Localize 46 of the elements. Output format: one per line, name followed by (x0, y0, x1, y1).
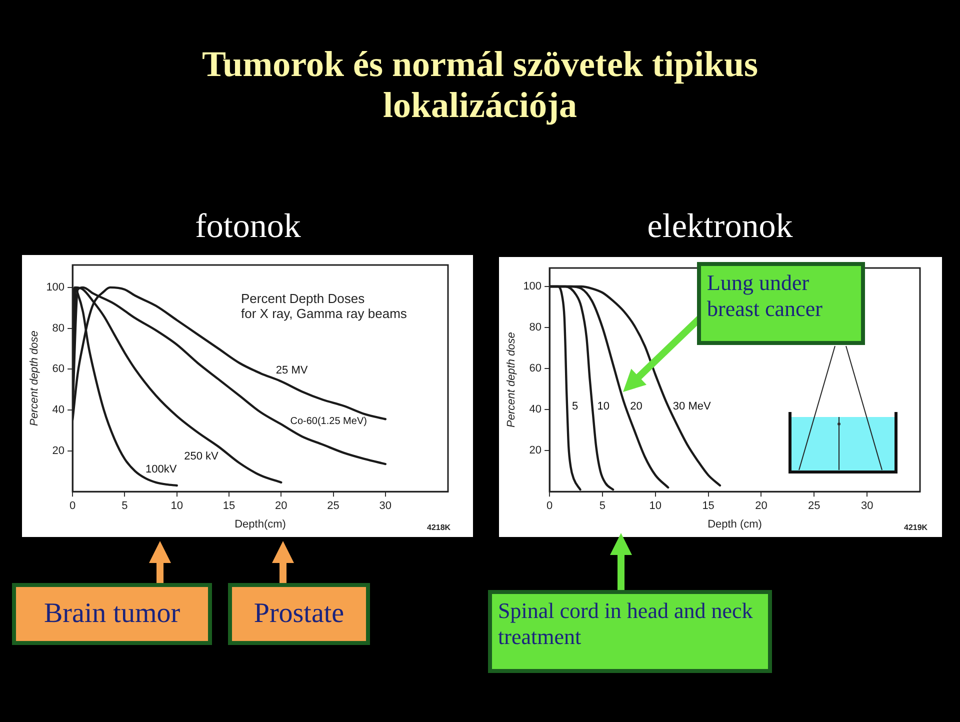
y-tick-label: 20 (52, 444, 65, 457)
x-tick-label: 20 (755, 500, 768, 512)
series-label: 20 (630, 400, 642, 413)
series-label: 100kV (146, 463, 178, 476)
series-label: 25 MV (276, 364, 308, 376)
y-tick-label: 80 (529, 322, 542, 334)
annotation: Percent Depth Doses for X ray, Gamma ray beams (241, 291, 407, 321)
y-tick-label: 40 (529, 404, 542, 416)
text: 4219K (904, 523, 928, 532)
text: Tumorok és normál szövetek tipikus lokalizációja (200, 44, 760, 127)
text: Prostate (228, 583, 370, 645)
y-tick-label: 100 (523, 280, 542, 292)
x-tick-label: 5 (122, 500, 128, 512)
x-tick-label: 20 (275, 500, 288, 512)
series-label: 10 (597, 400, 610, 413)
y-tick-label: 100 (46, 281, 65, 294)
y-tick-label: 60 (529, 362, 542, 375)
x-tick-label: 0 (69, 500, 76, 512)
y-tick-label: 20 (529, 444, 542, 457)
x-tick-label: 25 (808, 500, 820, 512)
text: Brain tumor (12, 583, 212, 645)
annotation: Lung under breast cancer (697, 262, 865, 345)
series-label: 30 MeV (672, 400, 712, 413)
x-axis-title: Depth(cm) (234, 518, 286, 530)
series-label: Co-60(1.25 MeV) (290, 416, 367, 428)
chart-title: fotonok (194, 208, 302, 246)
y-axis-title: Percent depth dose (506, 332, 518, 428)
series-label: 250 kV (184, 450, 220, 463)
chart-title: elektronok (646, 208, 794, 246)
y-axis-title: Percent depth dose (28, 330, 41, 426)
x-tick-label: 10 (170, 500, 183, 512)
y-tick-label: 60 (52, 363, 65, 376)
x-tick-label: 30 (379, 500, 392, 512)
x-tick-label: 0 (546, 500, 553, 512)
x-axis-title: Depth (cm) (708, 518, 762, 530)
series-label: 5 (572, 400, 578, 413)
x-tick-label: 30 (860, 500, 874, 512)
x-tick-label: 10 (649, 500, 662, 512)
y-tick-label: 80 (52, 322, 65, 334)
text: 4218K (427, 523, 451, 532)
x-tick-label: 15 (222, 500, 236, 512)
x-tick-label: 5 (599, 500, 606, 512)
x-tick-label: 15 (702, 500, 714, 512)
x-tick-label: 25 (327, 500, 340, 512)
y-tick-label: 40 (52, 404, 65, 416)
text: Spinal cord in head and neck treatment (488, 590, 772, 673)
